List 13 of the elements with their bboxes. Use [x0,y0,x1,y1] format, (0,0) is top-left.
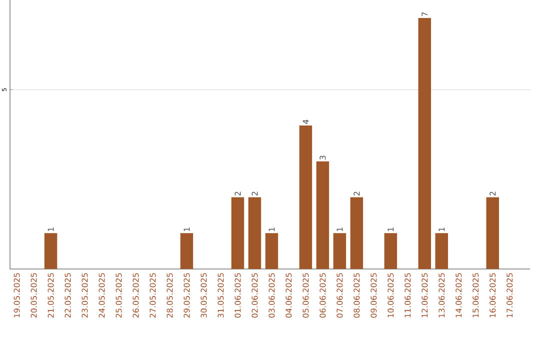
bar [435,233,448,269]
bar [418,18,432,269]
bar [299,126,312,269]
bar [384,233,398,269]
bar [350,197,364,269]
bar [316,161,330,269]
bar [44,233,58,269]
bar [248,197,262,269]
bar [486,197,499,269]
bar [333,233,346,269]
bar [180,233,194,269]
bar [231,197,244,269]
bar [265,233,278,269]
